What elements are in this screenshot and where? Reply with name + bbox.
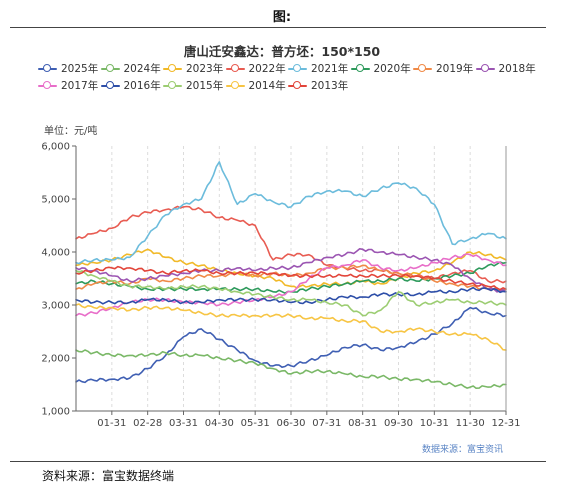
legend-line-marker-icon — [38, 80, 57, 90]
x-tick-label: 05-31 — [241, 418, 270, 429]
legend-item[interactable]: 2016年 — [100, 78, 161, 92]
legend-label: 2025年 — [61, 62, 99, 75]
legend-item[interactable]: 2025年 — [38, 61, 98, 75]
legend-item[interactable]: 2020年 — [350, 61, 411, 75]
x-tick-label: 10-31 — [420, 418, 449, 429]
bottom-rule — [10, 461, 546, 462]
x-tick-label: 01-31 — [97, 418, 126, 429]
legend-label: 2024年 — [123, 62, 161, 75]
top-rule — [10, 27, 546, 28]
y-tick-label: 2,000 — [41, 354, 70, 365]
y-axis-label: 单位：元/吨 — [44, 124, 97, 137]
legend-item[interactable]: 2017年 — [38, 78, 98, 92]
legend-label: 2015年 — [186, 79, 224, 92]
legend-label: 2020年 — [373, 62, 411, 75]
y-tick-label: 4,000 — [41, 248, 70, 259]
y-tick-label: 1,000 — [41, 407, 70, 418]
legend-item[interactable]: 2021年 — [288, 61, 348, 75]
legend-line-marker-icon — [475, 63, 495, 73]
series-line[interactable] — [75, 161, 507, 265]
series-line[interactable] — [75, 269, 507, 317]
source-note: 资料来源：富宝数据终端 — [42, 469, 175, 483]
legend-item[interactable]: 2024年 — [100, 61, 161, 75]
x-tick-label: 04-30 — [205, 418, 234, 429]
legend-line-marker-icon — [100, 80, 120, 90]
legend-label: 2022年 — [248, 62, 286, 75]
legend-label: 2023年 — [186, 62, 224, 75]
chart-series-group — [75, 161, 507, 389]
legend-label: 2017年 — [61, 79, 99, 92]
y-tick-label: 3,000 — [41, 301, 70, 312]
chart-title: 唐山迁安鑫达：普方坯：150*150 — [183, 44, 381, 59]
series-line[interactable] — [75, 306, 507, 384]
x-tick-label: 03-31 — [169, 418, 198, 429]
legend-label: 2014年 — [248, 79, 286, 92]
legend-label: 2021年 — [311, 62, 349, 75]
legend-item[interactable]: 2019年 — [413, 61, 473, 75]
x-tick-label: 02-28 — [133, 418, 162, 429]
x-tick-label: 11-30 — [456, 418, 485, 429]
y-tick-label: 6,000 — [41, 142, 70, 153]
legend-item[interactable]: 2023年 — [163, 61, 223, 75]
x-tick-label: 09-30 — [384, 418, 413, 429]
legend-line-marker-icon — [163, 80, 182, 90]
legend-label: 2016年 — [123, 79, 161, 92]
legend-item[interactable]: 2022年 — [225, 61, 286, 75]
x-tick-label: 08-31 — [348, 418, 377, 429]
series-line[interactable] — [75, 265, 507, 291]
series-line[interactable] — [75, 286, 507, 305]
chart-watermark: 数据来源：富宝资讯 — [422, 443, 503, 455]
legend-item[interactable]: 2018年 — [475, 61, 536, 75]
series-line[interactable] — [75, 248, 507, 293]
legend-label: 2019年 — [436, 62, 474, 75]
x-tick-label: 07-31 — [312, 418, 341, 429]
legend-label: 2018年 — [498, 62, 536, 75]
x-tick-label: 06-30 — [276, 418, 305, 429]
legend-line-marker-icon — [288, 63, 307, 73]
legend-item[interactable]: 2014年 — [225, 78, 286, 92]
y-tick-label: 5,000 — [41, 195, 70, 206]
legend-line-marker-icon — [288, 80, 307, 90]
chart-axes: 1,000 2,000 3,000 4,000 5,000 6,000 01-31 02-28… — [41, 142, 520, 430]
series-line[interactable] — [75, 303, 507, 351]
legend-line-marker-icon — [225, 80, 245, 90]
legend-line-marker-icon — [350, 63, 370, 73]
legend-line-marker-icon — [38, 63, 57, 73]
legend-item[interactable]: 2013年 — [288, 78, 348, 92]
series-line[interactable] — [75, 248, 507, 289]
legend-line-marker-icon — [163, 63, 182, 73]
legend-item[interactable]: 2015年 — [163, 78, 223, 92]
legend-line-marker-icon — [100, 63, 120, 73]
figure-heading: 图: — [272, 10, 292, 25]
legend-label: 2013年 — [311, 79, 349, 92]
x-tick-label: 12-31 — [491, 418, 520, 429]
series-line[interactable] — [75, 349, 507, 389]
legend-line-marker-icon — [413, 63, 432, 73]
legend-line-marker-icon — [225, 63, 245, 73]
